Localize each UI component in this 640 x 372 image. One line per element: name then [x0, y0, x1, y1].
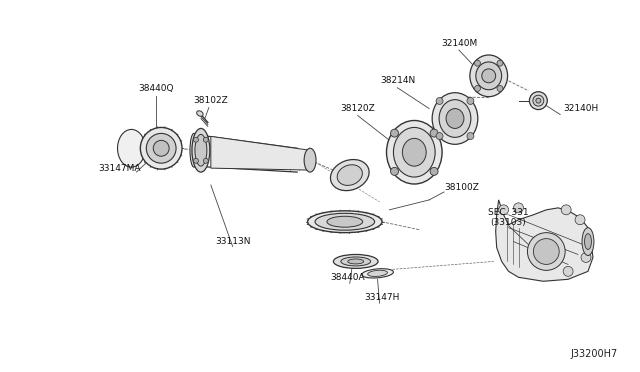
Ellipse shape — [308, 211, 382, 232]
Ellipse shape — [403, 138, 426, 166]
Circle shape — [436, 132, 443, 140]
Polygon shape — [495, 200, 593, 281]
Ellipse shape — [533, 95, 544, 106]
Circle shape — [561, 205, 571, 215]
Circle shape — [499, 205, 509, 215]
Circle shape — [430, 167, 438, 175]
Text: SEC. 331
(33103): SEC. 331 (33103) — [488, 208, 529, 227]
Circle shape — [467, 97, 474, 105]
Text: 33113N: 33113N — [215, 237, 250, 246]
Ellipse shape — [529, 92, 547, 110]
Text: J33200H7: J33200H7 — [570, 349, 618, 359]
Text: 32140H: 32140H — [563, 104, 598, 113]
Circle shape — [575, 215, 585, 225]
Ellipse shape — [470, 55, 508, 97]
Ellipse shape — [327, 216, 363, 227]
Circle shape — [430, 129, 438, 137]
Circle shape — [467, 132, 474, 140]
Text: 38120Z: 38120Z — [340, 104, 375, 113]
Ellipse shape — [196, 111, 203, 116]
Text: 38100Z: 38100Z — [444, 183, 479, 192]
Text: 38214N: 38214N — [380, 76, 415, 85]
Ellipse shape — [140, 128, 182, 169]
Circle shape — [436, 97, 443, 105]
Ellipse shape — [304, 148, 316, 172]
Text: 33147H: 33147H — [364, 293, 399, 302]
Ellipse shape — [190, 134, 198, 167]
Ellipse shape — [192, 128, 210, 172]
Circle shape — [193, 137, 198, 142]
Ellipse shape — [446, 109, 464, 128]
Ellipse shape — [118, 129, 145, 167]
Text: 38440A: 38440A — [330, 273, 365, 282]
Ellipse shape — [476, 62, 502, 90]
Circle shape — [390, 167, 399, 175]
Circle shape — [193, 158, 198, 163]
Circle shape — [474, 86, 481, 92]
Circle shape — [390, 129, 399, 137]
Ellipse shape — [533, 238, 559, 264]
Ellipse shape — [482, 69, 495, 83]
Circle shape — [204, 158, 208, 163]
Text: 33147MA: 33147MA — [99, 164, 141, 173]
Ellipse shape — [367, 270, 387, 276]
Ellipse shape — [147, 134, 176, 163]
Ellipse shape — [153, 140, 169, 156]
Ellipse shape — [333, 254, 378, 268]
Text: 38440Q: 38440Q — [138, 84, 174, 93]
Circle shape — [204, 137, 208, 142]
Circle shape — [581, 253, 591, 262]
Ellipse shape — [582, 228, 594, 256]
Text: 32140M: 32140M — [441, 39, 477, 48]
Ellipse shape — [348, 259, 364, 264]
Circle shape — [563, 266, 573, 276]
Polygon shape — [211, 137, 312, 170]
Ellipse shape — [584, 234, 591, 250]
Circle shape — [497, 86, 503, 92]
Ellipse shape — [341, 257, 371, 266]
Ellipse shape — [195, 134, 207, 166]
Ellipse shape — [439, 100, 471, 137]
Circle shape — [497, 60, 503, 66]
Ellipse shape — [330, 160, 369, 190]
Ellipse shape — [337, 165, 362, 185]
Ellipse shape — [527, 232, 565, 270]
Circle shape — [513, 203, 524, 213]
Ellipse shape — [394, 128, 435, 177]
Text: 38102Z: 38102Z — [193, 96, 228, 105]
Ellipse shape — [536, 98, 541, 103]
Circle shape — [474, 60, 481, 66]
Ellipse shape — [362, 269, 394, 278]
Ellipse shape — [315, 213, 374, 230]
Ellipse shape — [387, 121, 442, 184]
Ellipse shape — [432, 93, 478, 144]
